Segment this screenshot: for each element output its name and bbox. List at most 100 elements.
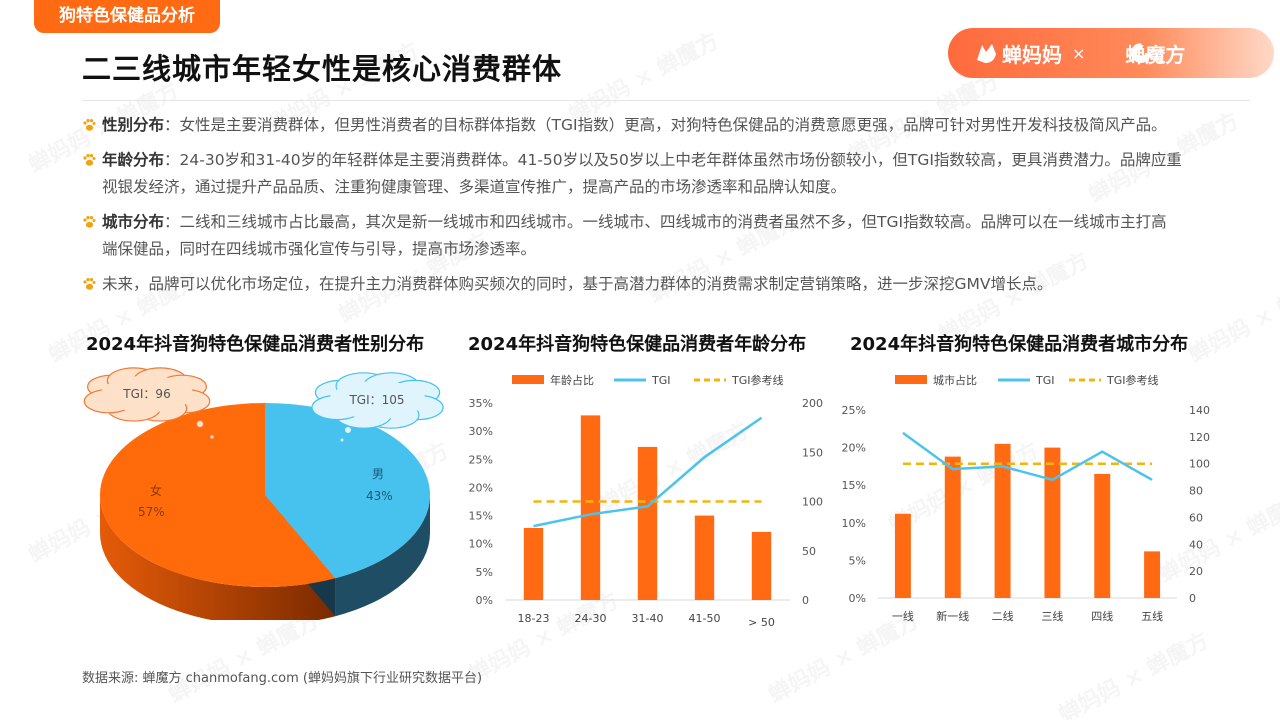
insight-text: ：24-30岁和31-40岁的年轻群体是主要消费群体。41-50岁以及50岁以上… (102, 151, 1182, 196)
male-tgi-bubble (311, 372, 444, 429)
insight-text: ：二线和三线城市占比最高，其次是新一线城市和四线城市。一线城市、四线城市的消费者… (102, 213, 1167, 258)
y-left-tick-label: 15% (842, 479, 866, 492)
page-title: 二三线城市年轻女性是核心消费群体 (82, 52, 563, 86)
bar-五线 (1144, 551, 1161, 598)
insight-city: 城市分布：二线和三线城市占比最高，其次是新一线城市和四线城市。一线城市、四线城市… (82, 209, 1182, 263)
y-left-tick-label: 10% (842, 517, 866, 530)
male-slice-side (335, 495, 430, 617)
y-left-tick-label: 20% (469, 481, 493, 494)
y-left-tick-label: 35% (469, 397, 493, 410)
watermark-text: 蝉妈妈 × 蝉魔方 (1185, 268, 1280, 369)
cloud-fill (329, 381, 426, 419)
y-right-tick-label: 120 (1189, 431, 1210, 444)
legend-ref-label: TGI参考线 (1106, 373, 1159, 387)
bar-二线 (994, 443, 1011, 598)
y-left-tick-label: 25% (842, 404, 866, 417)
age-chart-title: 2024年抖音狗特色保健品消费者年龄分布 (468, 334, 807, 355)
y-right-tick-label: 0 (802, 594, 809, 607)
male-slice-value: 43% (366, 489, 393, 503)
bar-新一线 (944, 456, 961, 598)
x-tick-label: > 50 (748, 616, 775, 629)
y-left-tick-label: 5% (476, 566, 493, 579)
insight-future: 未来，品牌可以优化市场定位，在提升主力消费群体购买频次的同时，基于高潜力群体的消… (82, 271, 1182, 298)
insight-gender: 性别分布：女性是主要消费群体，但男性消费者的目标群体指数（TGI指数）更高，对狗… (82, 112, 1182, 139)
c-logo-icon (1131, 43, 1151, 63)
y-right-tick-label: 50 (802, 545, 816, 558)
cloud-fill (100, 375, 194, 413)
bar-31-40 (637, 446, 658, 600)
cicada-fox-icon (977, 44, 996, 63)
female-tgi-label: TGI：96 (122, 387, 170, 401)
section-tag: 狗特色保健品分析 (34, 0, 220, 33)
y-left-tick-label: 25% (469, 453, 493, 466)
legend-line-label: TGI (651, 374, 671, 387)
insight-text: ：女性是主要消费群体，但男性消费者的目标群体指数（TGI指数）更高，对狗特色保健… (164, 116, 1167, 134)
y-left-tick-label: 0% (849, 592, 866, 605)
legend-ref-label: TGI参考线 (731, 373, 784, 387)
insight-text: 未来，品牌可以优化市场定位，在提升主力消费群体购买频次的同时，基于高潜力群体的消… (102, 275, 1053, 293)
bar-24-30 (580, 415, 601, 600)
legend-bar-label: 年龄占比 (550, 373, 594, 387)
x-tick-label: 新一线 (936, 609, 969, 623)
city-combo-chart: 城市占比 TGI TGI参考线 0% 5% 10% 15% 20% 25% 0 20 40 60 80 10… (842, 373, 1210, 623)
x-tick-label: 一线 (892, 609, 914, 623)
x-tick-label: 五线 (1141, 609, 1163, 623)
bar-一线 (894, 513, 911, 598)
y-right-tick-label: 150 (802, 446, 823, 459)
header-divider (82, 100, 1250, 101)
bar-四线 (1094, 473, 1111, 598)
x-tick-label: 18-23 (518, 612, 550, 625)
x-tick-label: 24-30 (575, 612, 607, 625)
x-tick-label: 41-50 (689, 612, 721, 625)
x-tick-label: 31-40 (632, 612, 664, 625)
female-slice-side (100, 495, 336, 620)
bar-三线 (1044, 447, 1061, 598)
paw-icon (83, 154, 96, 166)
bubble-dot (344, 426, 352, 434)
bar-> 50 (751, 531, 772, 600)
x-tick-label: 三线 (1041, 609, 1063, 623)
y-left-tick-label: 10% (469, 538, 493, 551)
y-right-tick-label: 0 (1189, 592, 1196, 605)
insight-label: 年龄分布 (102, 151, 165, 169)
legend-line-label: TGI (1035, 374, 1055, 387)
y-left-tick-label: 5% (849, 554, 866, 567)
brand-chanmama: 蝉妈妈 (1002, 42, 1062, 67)
insight-age: 年龄分布：24-30岁和31-40岁的年轻群体是主要消费群体。41-50岁以及5… (82, 147, 1182, 201)
brand-logo-bar: 蝉妈妈 × 蝉魔方 (948, 28, 1274, 78)
x-tick-label: 四线 (1091, 609, 1113, 623)
insight-label: 城市分布 (102, 213, 165, 231)
y-right-tick-label: 100 (802, 496, 823, 509)
male-tgi-label: TGI：105 (348, 393, 404, 407)
y-right-tick-label: 200 (802, 397, 823, 410)
gender-chart-title: 2024年抖音狗特色保健品消费者性别分布 (86, 334, 425, 355)
legend-bar-swatch (512, 375, 544, 384)
y-right-tick-label: 80 (1189, 485, 1203, 498)
y-left-tick-label: 15% (469, 510, 493, 523)
legend-bar-swatch (895, 375, 927, 384)
y-right-tick-label: 20 (1189, 565, 1203, 578)
y-right-tick-label: 140 (1189, 404, 1210, 417)
paw-icon (83, 278, 96, 290)
gender-pie-chart: 女 57% 男 43% TGI：96 TGI：105 (83, 367, 444, 620)
male-slice-top (265, 403, 431, 579)
male-slice-label: 男 (372, 467, 384, 481)
y-right-tick-label: 60 (1189, 511, 1203, 524)
brand-separator: × (1072, 43, 1086, 63)
age-combo-chart: 年龄占比 TGI TGI参考线 0% 5% 10% 15% 20% 25% 30% 35% 0 50 10… (469, 373, 823, 629)
legend-bar-label: 城市占比 (933, 373, 977, 387)
y-left-tick-label: 30% (469, 425, 493, 438)
paw-icon (83, 119, 96, 131)
female-slice-label: 女 (150, 483, 162, 498)
y-right-tick-label: 100 (1189, 458, 1210, 471)
bubble-dot (339, 437, 345, 443)
female-tgi-bubble (83, 367, 211, 422)
bar-18-23 (523, 527, 544, 600)
y-left-tick-label: 20% (842, 442, 866, 455)
female-slice-top (99, 403, 336, 587)
bubble-dot (209, 434, 215, 440)
x-tick-label: 二线 (992, 609, 1014, 623)
bar-41-50 (694, 515, 715, 600)
insight-label: 性别分布 (102, 116, 165, 134)
watermark-text: 蝉妈妈 × 蝉魔方 (1055, 628, 1214, 720)
